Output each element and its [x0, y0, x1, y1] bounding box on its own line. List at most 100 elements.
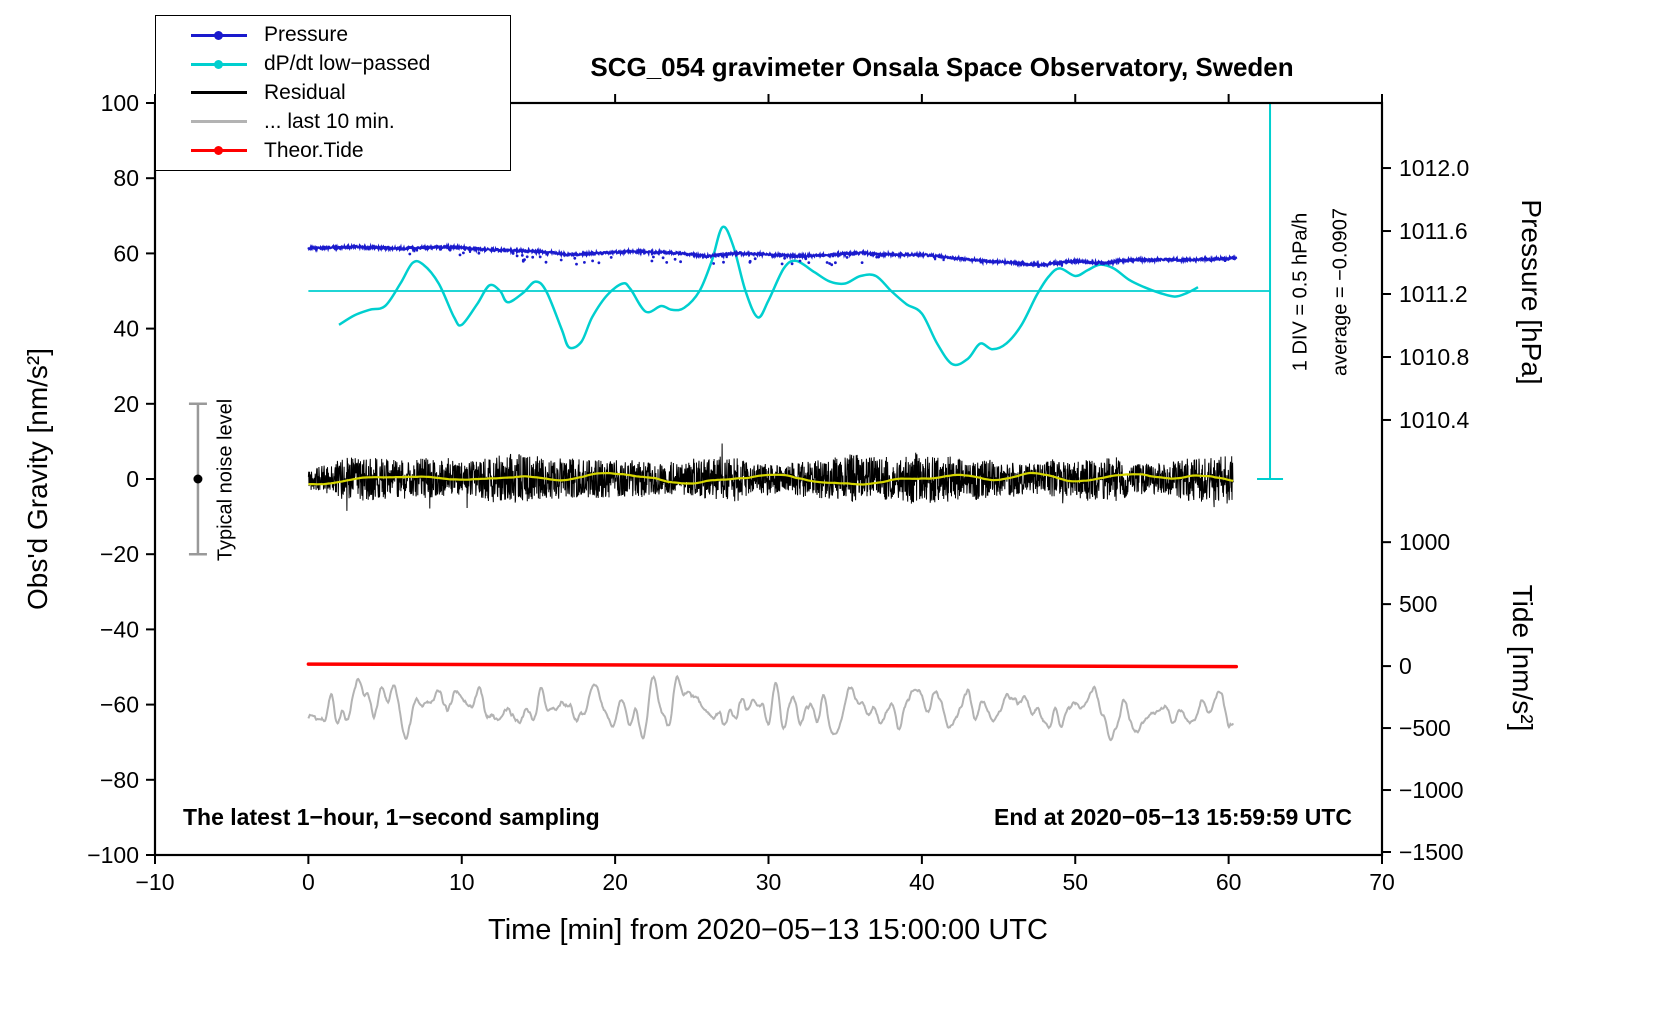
legend-label: dP/dt low−passed [264, 52, 431, 76]
pressure-scatter-dot [661, 256, 665, 260]
gravity-tick-label: 20 [113, 391, 139, 417]
scalebar-div-label: 1 DIV = 0.5 hPa/h [1289, 212, 1312, 372]
gravity-tick-label: 0 [126, 466, 139, 492]
residual-series [307, 443, 1234, 511]
y-axis-label-gravity: Obs'd Gravity [nm/s²] [22, 347, 53, 611]
sampling-info-text: The latest 1−hour, 1−second sampling [183, 804, 600, 830]
pressure-scatter-dot [783, 256, 786, 260]
pressure-scatter-dot [591, 259, 594, 263]
pressure-scatter-dot [780, 262, 784, 266]
pressure-scatter-dot [458, 253, 462, 257]
legend-marker-dpdt [191, 57, 247, 72]
pressure-scatter-dot [712, 262, 715, 265]
legend-label: ... last 10 min. [264, 109, 395, 133]
x-tick-label: −10 [135, 869, 174, 895]
pressure-scatter-dot [875, 255, 879, 259]
residual-smoothed-series [308, 471, 1234, 486]
legend-marker-residual [191, 85, 247, 100]
x-tick-label: 30 [756, 869, 782, 895]
gravity-tick-label: −100 [87, 842, 139, 868]
pressure-scatter-dot [830, 263, 834, 267]
pressure-scatter-dot [520, 254, 524, 257]
end-time-text: End at 2020−05−13 15:59:59 UTC [994, 804, 1352, 830]
x-tick-label: 60 [1216, 869, 1242, 895]
legend-label: Theor.Tide [264, 138, 364, 162]
pressure-scatter-dot [439, 247, 443, 251]
x-tick-label: 10 [449, 869, 475, 895]
y-axis-label-tide: Tide [nm/s²] [1507, 584, 1538, 732]
noise-level-dot [193, 474, 203, 484]
pressure-scatter-dot [511, 252, 515, 255]
gravity-tick-label: 40 [113, 316, 139, 342]
pressure-scatter-dot [652, 255, 655, 259]
pressure-scatter-dot [790, 262, 794, 266]
pressure-scatter-dot [583, 261, 586, 264]
gravity-tick-label: −60 [100, 692, 139, 718]
pressure-scatter-dot [408, 252, 412, 256]
pressure-scatter-dot [877, 255, 881, 259]
x-tick-label: 70 [1369, 869, 1395, 895]
legend-item-dpdt: dP/dt low−passed [156, 50, 510, 78]
pressure-scatter-dot [609, 256, 613, 259]
pressure-scatter-dot [825, 261, 829, 264]
gravity-tick-label: 100 [101, 90, 139, 116]
gravity-tick-label: 80 [113, 165, 139, 191]
tide-tick-label: 500 [1399, 591, 1437, 617]
pressure-scatter-dot [573, 256, 577, 260]
dpdt-series [338, 225, 1199, 367]
pressure-scatter-dot [515, 254, 519, 258]
typical-noise-level-label: Typical noise level [214, 398, 237, 562]
legend-item-pressure: Pressure [156, 21, 510, 49]
x-axis-label: Time [min] from 2020−05−13 15:00:00 UTC [488, 914, 1048, 946]
pressure-scatter-dot [597, 261, 601, 265]
pressure-tick-label: 1011.2 [1399, 281, 1468, 307]
pressure-scatter-dot [544, 260, 548, 264]
scalebar-average-label: average = −0.0907 [1329, 208, 1352, 376]
tide-tick-label: −500 [1399, 715, 1451, 741]
pressure-scatter-dot [798, 259, 802, 263]
legend-marker-pressure [191, 28, 247, 43]
gravity-tick-label: 60 [113, 240, 139, 266]
gravity-tick-label: −40 [100, 616, 139, 642]
pressure-scatter-dot [462, 251, 465, 255]
pressure-scatter-dot [834, 261, 837, 265]
pressure-scatter-dot [477, 251, 481, 255]
gravity-tick-label: −20 [100, 541, 139, 567]
chart-legend: Pressure dP/dt low−passed Residual ... l… [155, 15, 511, 171]
pressure-tick-label: 1010.4 [1399, 407, 1470, 433]
legend-item-residual: Residual [156, 79, 510, 107]
pressure-series [307, 242, 1238, 269]
pressure-scatter-dot [748, 260, 752, 264]
pressure-scatter-dot [665, 261, 669, 264]
pressure-scatter-dot [448, 248, 452, 252]
pressure-scatter-dot [845, 256, 849, 259]
pressure-scatter-dot [531, 255, 535, 259]
legend-label: Pressure [264, 23, 349, 47]
x-tick-label: 0 [302, 869, 315, 895]
theortide-series [306, 662, 1239, 669]
last10min-series [307, 674, 1235, 742]
x-tick-label: 50 [1062, 869, 1088, 895]
pressure-scatter-dot [804, 257, 808, 261]
pressure-scatter-dot [559, 258, 563, 262]
tide-tick-label: 0 [1399, 653, 1412, 679]
tide-tick-label: −1500 [1399, 839, 1464, 865]
x-tick-label: 20 [602, 869, 628, 895]
gravity-tick-label: −80 [100, 767, 139, 793]
pressure-tick-label: 1012.0 [1399, 155, 1469, 181]
legend-marker-theortide [191, 143, 247, 158]
legend-item-theortide: Theor.Tide [156, 137, 510, 165]
tide-tick-label: 1000 [1399, 529, 1450, 555]
pressure-scatter-dot [807, 261, 811, 264]
tide-tick-label: −1000 [1399, 777, 1464, 803]
pressure-scatter-dot [538, 255, 542, 259]
pressure-scatter-dot [828, 262, 831, 265]
pressure-tick-label: 1010.8 [1399, 344, 1469, 370]
y-axis-label-pressure: Pressure [hPa] [1516, 199, 1547, 385]
legend-label: Residual [264, 80, 346, 104]
pressure-scatter-dot [722, 260, 725, 264]
pressure-scatter-dot [521, 259, 525, 263]
pressure-scatter-dot [860, 261, 864, 264]
